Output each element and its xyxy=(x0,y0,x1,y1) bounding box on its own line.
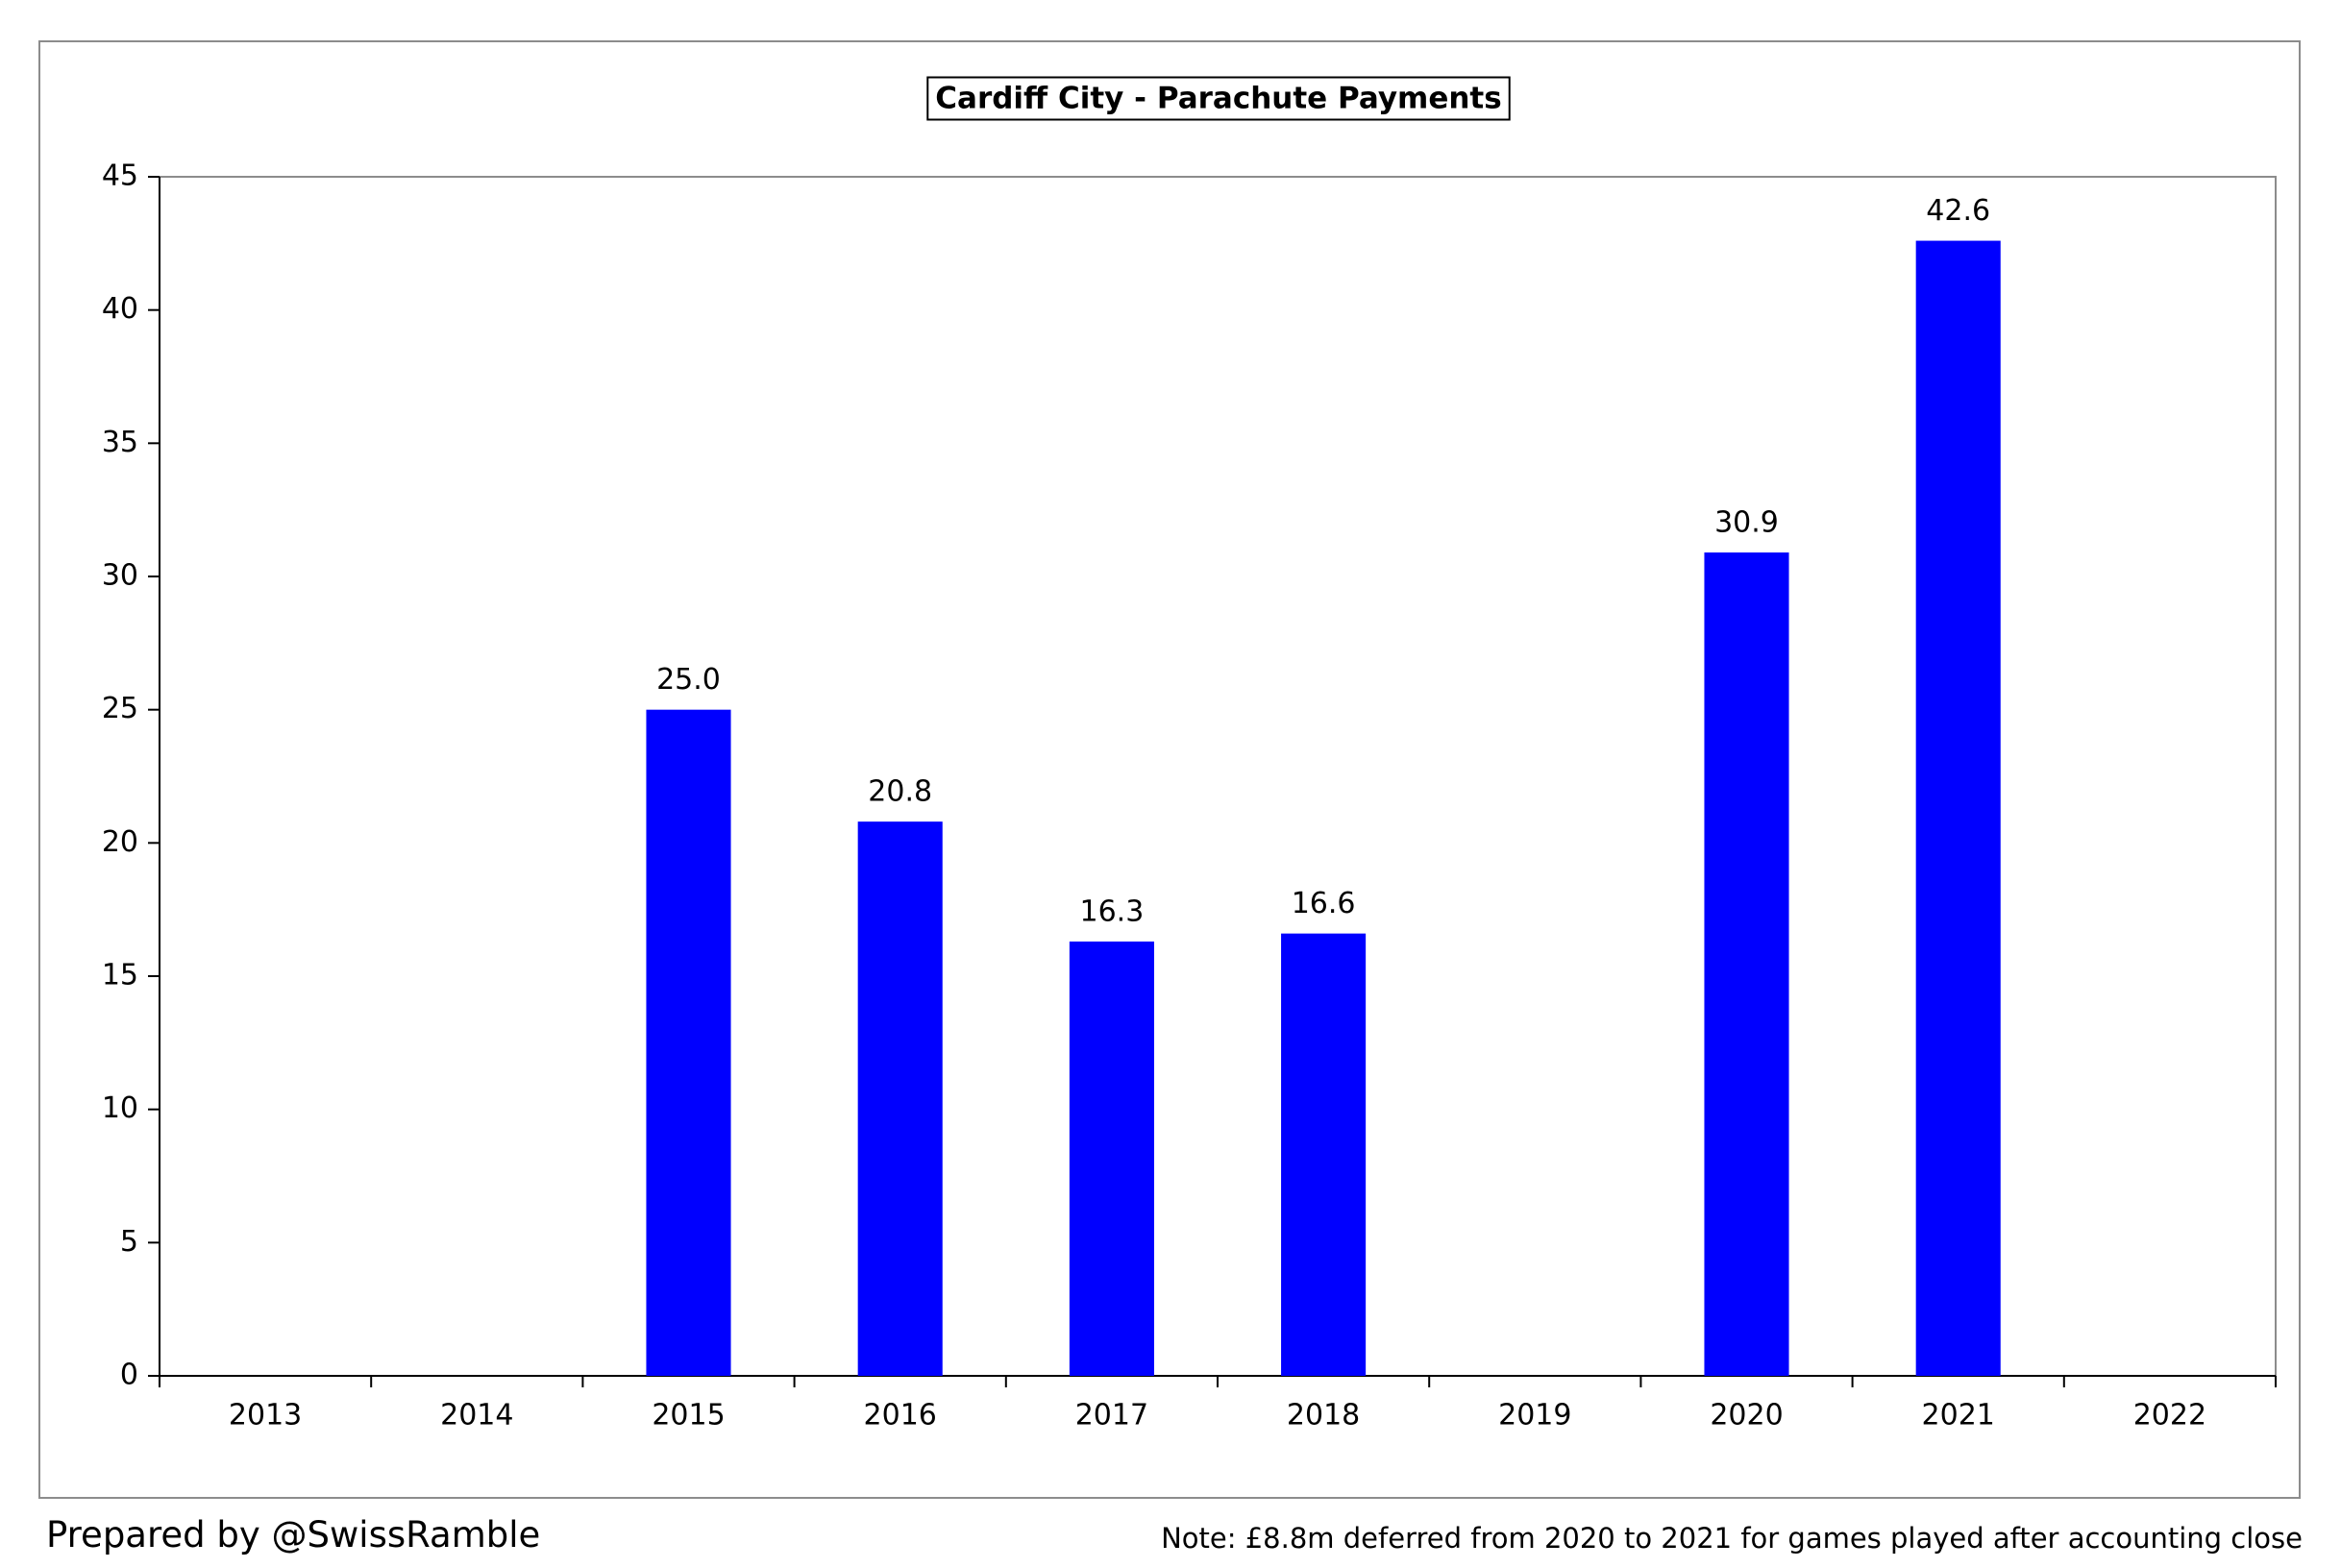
data-label-2016: 20.8 xyxy=(868,775,932,809)
x-tick-label: 2016 xyxy=(864,1399,937,1433)
bar-2016 xyxy=(857,821,943,1376)
x-tick-label: 2015 xyxy=(652,1399,725,1433)
y-tick-label: 40 xyxy=(102,292,138,326)
x-tick-label: 2020 xyxy=(1710,1399,1783,1433)
y-tick-label: 10 xyxy=(102,1091,138,1125)
data-label-2018: 16.6 xyxy=(1292,887,1356,920)
data-labels: 25.0 20.8 16.3 16.6 30.9 42.6 xyxy=(656,194,1990,928)
bar-2015 xyxy=(646,709,731,1376)
bar-series xyxy=(646,240,2001,1376)
x-tick-label: 2017 xyxy=(1075,1399,1148,1433)
y-axis: 0 5 10 15 20 25 30 35 40 45 xyxy=(102,159,160,1392)
bar-2020 xyxy=(1704,552,1789,1376)
bar-2021 xyxy=(1915,240,2001,1376)
chart-title: Cardiff City - Parachute Payments xyxy=(935,82,1501,116)
data-label-2017: 16.3 xyxy=(1080,894,1145,928)
y-tick-label: 15 xyxy=(102,959,138,992)
data-label-2020: 30.9 xyxy=(1714,506,1779,540)
x-tick-label: 2021 xyxy=(1922,1399,1995,1433)
y-tick-label: 30 xyxy=(102,559,138,593)
footer-credit: Prepared by @SwissRamble xyxy=(46,1514,541,1556)
chart-title-box: Cardiff City - Parachute Payments xyxy=(926,76,1511,121)
x-tick-label: 2014 xyxy=(440,1399,513,1433)
x-tick-label: 2013 xyxy=(229,1399,302,1433)
y-tick-label: 45 xyxy=(102,159,138,193)
x-tick-label: 2018 xyxy=(1287,1399,1360,1433)
y-tick-label: 20 xyxy=(102,825,138,859)
y-tick-label: 5 xyxy=(120,1225,138,1259)
data-label-2015: 25.0 xyxy=(656,663,721,697)
x-axis: 2013 2014 2015 2016 2017 2018 2019 2020 2021 2022 xyxy=(159,1375,2277,1433)
y-tick-label: 35 xyxy=(102,426,138,459)
x-tick-label: 2019 xyxy=(1498,1399,1571,1433)
y-tick-label: 0 xyxy=(120,1359,138,1392)
x-tick-label: 2022 xyxy=(2133,1399,2206,1433)
data-label-2021: 42.6 xyxy=(1926,194,1990,228)
bar-2017 xyxy=(1069,941,1154,1376)
bar-2018 xyxy=(1281,933,1367,1376)
footer-note: Note: £8.8m deferred from 2020 to 2021 f… xyxy=(1161,1522,2303,1555)
y-tick-label: 25 xyxy=(102,692,138,725)
